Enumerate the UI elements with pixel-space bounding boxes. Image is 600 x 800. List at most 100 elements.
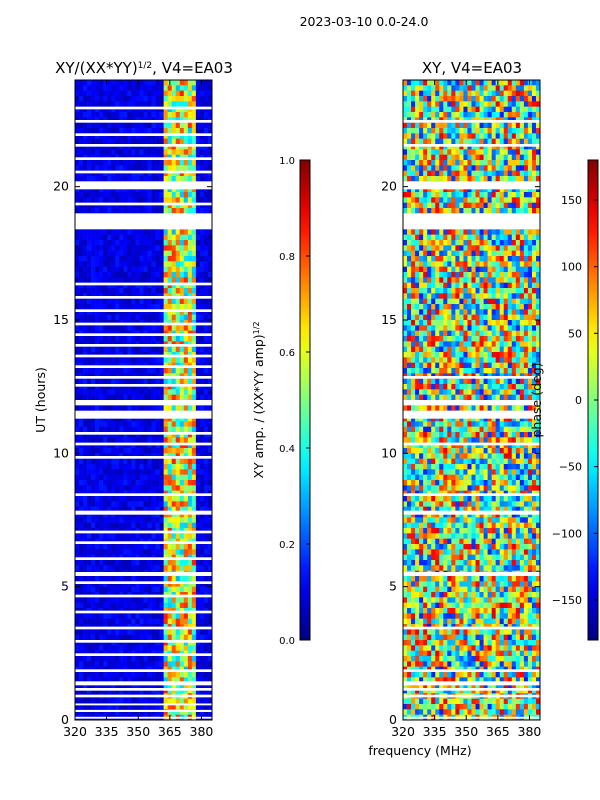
heatmap-cell bbox=[483, 154, 488, 161]
heatmap-cell bbox=[455, 154, 460, 161]
heatmap-cell bbox=[147, 405, 152, 411]
heatmap-cell bbox=[171, 149, 177, 155]
heatmap-cell bbox=[151, 618, 156, 625]
heatmap-cell bbox=[191, 378, 197, 385]
heatmap-cell bbox=[99, 682, 104, 689]
heatmap-cell bbox=[155, 250, 160, 257]
heatmap-cell bbox=[143, 170, 148, 177]
heatmap-cell bbox=[127, 448, 132, 454]
heatmap-cell bbox=[507, 186, 513, 193]
heatmap-cell bbox=[447, 96, 452, 102]
heatmap-cell bbox=[195, 613, 201, 619]
heatmap-cell bbox=[203, 586, 209, 593]
heatmap-cell bbox=[139, 704, 144, 710]
heatmap-cell bbox=[175, 245, 181, 251]
heatmap-cell bbox=[191, 448, 197, 454]
heatmap-cell bbox=[179, 485, 185, 491]
heatmap-cell bbox=[499, 192, 505, 198]
heatmap-cell bbox=[515, 192, 521, 198]
heatmap-cell bbox=[143, 112, 148, 118]
heatmap-cell bbox=[467, 176, 472, 182]
heatmap-cell bbox=[99, 112, 104, 118]
heatmap-cell bbox=[143, 101, 148, 107]
heatmap-cell bbox=[83, 197, 88, 203]
heatmap-cell bbox=[191, 256, 197, 262]
heatmap-cell bbox=[151, 357, 156, 363]
heatmap-cell bbox=[123, 613, 128, 619]
heatmap-cell bbox=[139, 240, 144, 246]
heatmap-cell bbox=[163, 186, 168, 193]
heatmap-cell bbox=[79, 272, 84, 278]
heatmap-cell bbox=[163, 304, 168, 310]
heatmap-cell bbox=[167, 533, 173, 539]
heatmap-cell bbox=[159, 368, 164, 374]
heatmap-cell bbox=[435, 160, 440, 166]
heatmap-cell bbox=[147, 672, 152, 678]
heatmap-cell bbox=[187, 469, 193, 475]
heatmap-cell bbox=[119, 133, 124, 139]
heatmap-cell bbox=[415, 112, 420, 118]
heatmap-cell bbox=[147, 469, 152, 475]
heatmap-cell bbox=[471, 128, 476, 134]
heatmap-cell bbox=[131, 506, 136, 513]
heatmap-cell bbox=[87, 325, 92, 331]
heatmap-cell bbox=[115, 208, 120, 214]
heatmap-cell bbox=[127, 496, 132, 502]
heatmap-cell bbox=[139, 149, 144, 155]
heatmap-cell bbox=[127, 469, 132, 475]
heatmap-cell bbox=[83, 560, 88, 566]
heatmap-cell bbox=[151, 480, 156, 486]
heatmap-cell bbox=[203, 256, 209, 262]
heatmap-cell bbox=[207, 506, 213, 513]
heatmap-cell bbox=[103, 549, 108, 555]
heatmap-cell bbox=[107, 298, 112, 305]
heatmap-cell bbox=[419, 138, 424, 145]
heatmap-cell bbox=[439, 192, 444, 198]
heatmap-cell bbox=[131, 357, 136, 363]
heatmap-cell bbox=[191, 266, 197, 273]
heatmap-cell bbox=[119, 416, 124, 422]
heatmap-cell bbox=[475, 90, 480, 97]
heatmap-cell bbox=[207, 122, 213, 129]
heatmap-cell bbox=[79, 106, 84, 113]
heatmap-cell bbox=[207, 576, 213, 582]
heatmap-cell bbox=[99, 80, 104, 86]
heatmap-cell bbox=[87, 202, 92, 209]
heatmap-cell bbox=[175, 485, 181, 491]
heatmap-cell bbox=[203, 485, 209, 491]
heatmap-cell bbox=[183, 128, 189, 134]
heatmap-cell bbox=[95, 112, 100, 118]
heatmap-cell bbox=[487, 128, 492, 134]
heatmap-cell bbox=[175, 437, 181, 443]
heatmap-cell bbox=[183, 186, 189, 193]
heatmap-cell bbox=[91, 394, 96, 401]
heatmap-cell bbox=[167, 314, 173, 321]
heatmap-cell bbox=[183, 133, 189, 139]
heatmap-cell bbox=[195, 709, 201, 715]
heatmap-cell bbox=[175, 122, 181, 129]
heatmap-cell bbox=[83, 389, 88, 395]
heatmap-cell bbox=[111, 586, 116, 593]
heatmap-cell bbox=[151, 448, 156, 454]
heatmap-cell bbox=[195, 197, 201, 203]
heatmap-cell bbox=[179, 101, 185, 107]
heatmap-cell bbox=[199, 304, 205, 310]
heatmap-cell bbox=[131, 645, 136, 651]
heatmap-cell bbox=[103, 256, 108, 262]
heatmap-cell bbox=[119, 128, 124, 134]
heatmap-cell bbox=[403, 202, 408, 209]
flagged-band bbox=[75, 384, 212, 387]
heatmap-cell bbox=[99, 149, 104, 155]
heatmap-cell bbox=[87, 416, 92, 422]
heatmap-cell bbox=[135, 656, 140, 662]
heatmap-cell bbox=[83, 261, 88, 267]
heatmap-cell bbox=[155, 112, 160, 118]
heatmap-cell bbox=[123, 138, 128, 145]
heatmap-cell bbox=[87, 272, 92, 278]
heatmap-cell bbox=[127, 149, 132, 155]
heatmap-cell bbox=[155, 474, 160, 481]
heatmap-cell bbox=[91, 522, 96, 529]
heatmap-cell bbox=[147, 522, 152, 529]
heatmap-cell bbox=[411, 149, 416, 155]
heatmap-cell bbox=[179, 661, 185, 667]
